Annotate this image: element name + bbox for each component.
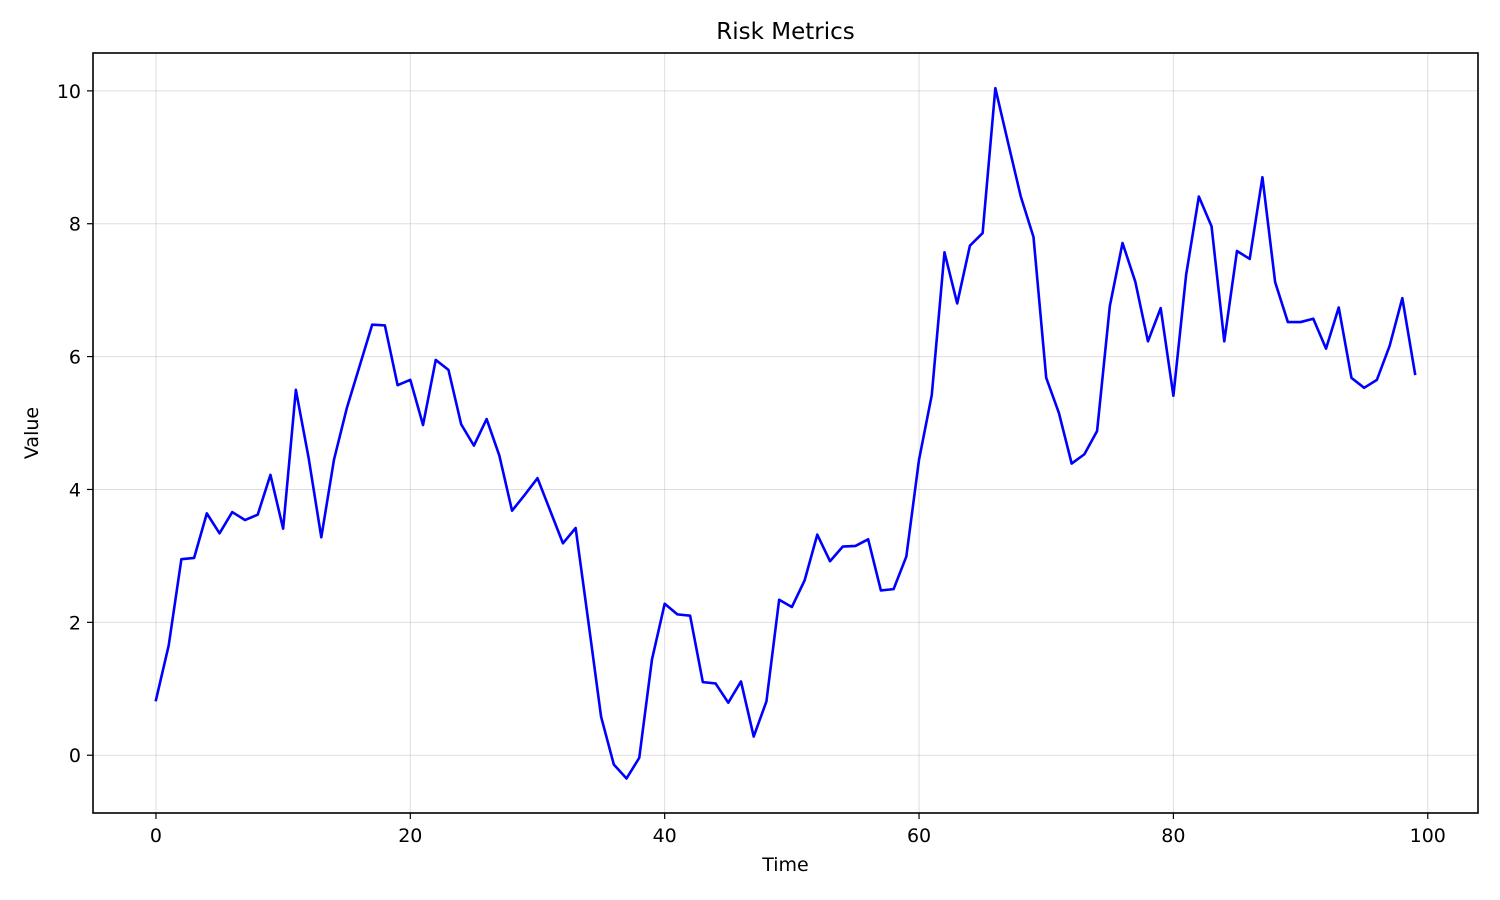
y-tick-label: 10 xyxy=(57,81,81,103)
x-axis-title: Time xyxy=(761,854,809,876)
series-line xyxy=(154,86,1417,780)
y-tick-label: 0 xyxy=(69,745,81,767)
series-layer xyxy=(154,86,1417,780)
x-tick-label: 60 xyxy=(907,825,931,847)
x-tick-label: 40 xyxy=(653,825,677,847)
y-axis-title: Value xyxy=(21,407,43,459)
y-tick-label: 8 xyxy=(69,214,81,236)
ticks: 0 20 40 60 80 100 0 2 4 6 8 10 xyxy=(57,81,1446,847)
y-tick-label: 4 xyxy=(69,479,81,501)
y-tick-label: 2 xyxy=(69,612,81,634)
x-tick-label: 20 xyxy=(398,825,422,847)
x-tick-label: 0 xyxy=(150,825,162,847)
plot-frame xyxy=(92,52,1479,814)
x-tick-label: 80 xyxy=(1161,825,1185,847)
grid xyxy=(93,53,1478,813)
x-tick-label: 100 xyxy=(1410,825,1446,847)
chart-title: Risk Metrics xyxy=(716,19,854,45)
y-tick-label: 6 xyxy=(69,347,81,369)
